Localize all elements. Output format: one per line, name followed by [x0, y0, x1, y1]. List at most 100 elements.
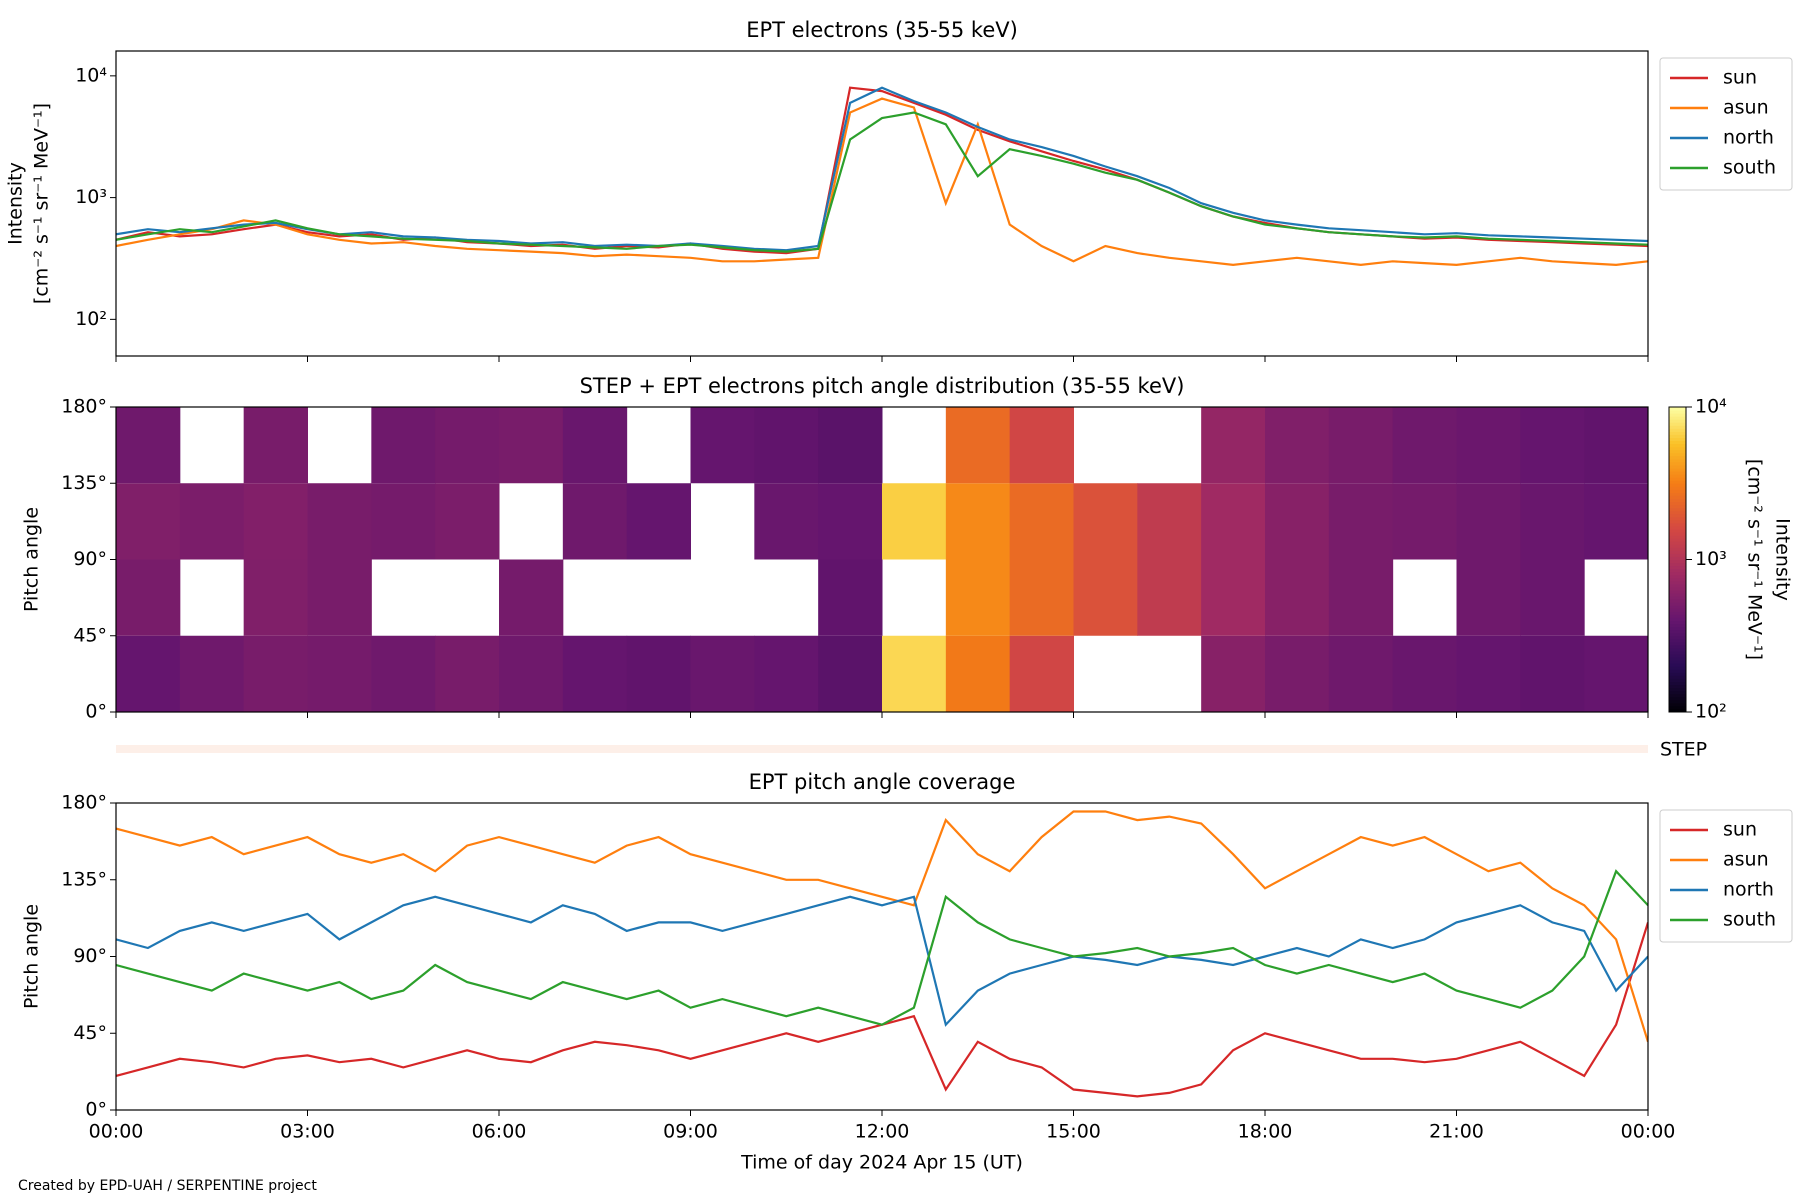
series-line [116, 86, 1648, 255]
colorbar-segment [1669, 495, 1686, 499]
colorbar-segment [1669, 583, 1686, 588]
colorbar-segment [1669, 687, 1686, 692]
heatmap-cell [371, 407, 436, 484]
colorbar-segment [1669, 504, 1686, 509]
legend-label: south [1723, 909, 1776, 931]
colorbar-segment [1669, 702, 1686, 707]
heatmap-cell [307, 559, 372, 636]
colorbar-segment [1669, 434, 1686, 438]
colorbar-segment [1669, 562, 1686, 567]
heatmap-cell [307, 635, 372, 712]
heatmap-cell [116, 635, 181, 712]
heatmap-cell [754, 483, 819, 560]
heatmap-cell [1201, 635, 1266, 712]
colorbar-segment [1669, 440, 1686, 445]
heatmap-cell [1265, 635, 1330, 712]
x-tick-label: 18:00 [1238, 1121, 1293, 1143]
heatmap-cell [1520, 407, 1585, 484]
x-tick-label: 21:00 [1429, 1121, 1484, 1143]
legend-label: asun [1723, 849, 1769, 871]
heatmap-cell [1584, 407, 1649, 484]
heatmap-cell [1009, 635, 1074, 712]
x-tick-label: 15:00 [1046, 1121, 1101, 1143]
x-tick-label: 06:00 [472, 1121, 527, 1143]
heatmap-cell [116, 407, 181, 484]
colorbar-segment [1669, 471, 1686, 475]
colorbar-segment [1669, 425, 1686, 429]
colorbar-segment [1669, 477, 1686, 481]
colorbar-segment [1669, 675, 1686, 679]
chart-title: EPT electrons (35-55 keV) [746, 18, 1018, 42]
colorbar-segment [1669, 647, 1686, 652]
colorbar-segment [1669, 413, 1686, 417]
colorbar-segment [1669, 443, 1686, 448]
colorbar-segment [1669, 529, 1686, 533]
colorbar-segment [1669, 449, 1686, 454]
colorbar-segment [1669, 632, 1686, 637]
heatmap-cell [626, 635, 691, 712]
colorbar-segment [1669, 605, 1686, 609]
colorbar-segment [1669, 468, 1686, 472]
colorbar-segment [1669, 660, 1686, 664]
colorbar-segment [1669, 614, 1686, 618]
colorbar-segment [1669, 510, 1686, 515]
heatmap-cell [1392, 407, 1457, 484]
colorbar-segment [1669, 498, 1686, 503]
heatmap-cell [1265, 407, 1330, 484]
colorbar-segment [1669, 641, 1686, 646]
heatmap-cell [945, 635, 1011, 712]
colorbar-segment [1669, 623, 1686, 628]
colorbar-segment [1669, 538, 1686, 542]
colorbar-tick-label: 10³ [1695, 548, 1727, 570]
colorbar-segment [1669, 629, 1686, 634]
colorbar-segment [1669, 684, 1686, 689]
heatmap-cell [243, 635, 308, 712]
x-tick-label: 00:00 [1621, 1121, 1676, 1143]
colorbar-segment [1669, 489, 1686, 493]
colorbar-segment [1669, 519, 1686, 524]
y-tick-label: 135° [61, 472, 107, 494]
x-tick-label: 09:00 [663, 1121, 718, 1143]
colorbar-segment [1669, 705, 1686, 710]
colorbar-segment [1669, 553, 1686, 557]
heatmap-cell [1265, 559, 1330, 636]
heatmap-cell [626, 483, 691, 560]
chart-title: EPT pitch angle coverage [749, 770, 1016, 794]
y-tick-label: 90° [73, 945, 107, 967]
colorbar-segment [1669, 559, 1686, 564]
heatmap-cell [818, 559, 883, 636]
y-axis-label: Pitch angle [21, 904, 43, 1009]
colorbar-segment [1669, 507, 1686, 512]
y-tick-label: 90° [73, 548, 107, 570]
heatmap-cell [562, 483, 628, 560]
heatmap-cell [1137, 559, 1202, 636]
series-line [116, 111, 1648, 253]
heatmap-cell [1392, 483, 1457, 560]
heatmap-cell [243, 559, 308, 636]
series-line [116, 86, 1648, 252]
heatmap-cell [435, 407, 500, 484]
heatmap-cell [562, 635, 628, 712]
heatmap-cell [1073, 559, 1138, 636]
heatmap-cell [435, 635, 500, 712]
heatmap-cell [1137, 483, 1202, 560]
heatmap-cell [1265, 483, 1330, 560]
colorbar-segment [1669, 586, 1686, 591]
heatmap-cell [371, 483, 436, 560]
series-line [116, 922, 1648, 1098]
colorbar-tick-label: 10⁴ [1695, 396, 1727, 418]
colorbar-segment [1669, 568, 1686, 573]
y-tick-label: 10² [75, 308, 107, 330]
heatmap-cell [1201, 407, 1266, 484]
heatmap-cell [1392, 635, 1457, 712]
footer: Created by EPD-UAH / SERPENTINE project [18, 1178, 317, 1194]
x-tick-label: 03:00 [280, 1121, 335, 1143]
heatmap-cell [307, 483, 372, 560]
colorbar-segment [1669, 525, 1686, 530]
heatmap-cell [1520, 635, 1585, 712]
colorbar-segment [1669, 611, 1686, 615]
colorbar-segment [1669, 556, 1686, 560]
legend-box [1659, 57, 1793, 191]
heatmap-cell [1456, 635, 1521, 712]
colorbar-segment [1669, 644, 1686, 649]
